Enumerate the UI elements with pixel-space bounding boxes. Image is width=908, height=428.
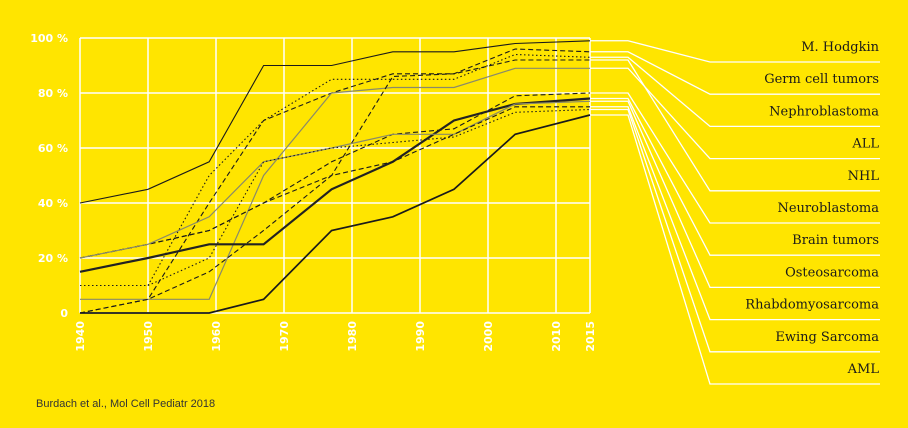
- series-line-osteosarcoma: [79, 100, 591, 259]
- legend-label: ALL: [851, 137, 879, 152]
- source-citation: Burdach et al., Mol Cell Pediatr 2018: [36, 398, 216, 410]
- series-line-nephroblastoma: [80, 53, 591, 287]
- legend-leader-line: [590, 97, 880, 256]
- x-tick-label: 1980: [346, 321, 359, 352]
- legend-label: Brain tumors: [792, 233, 879, 248]
- legend-label: AML: [847, 362, 880, 377]
- y-tick-label: 0: [60, 307, 68, 320]
- legend-leader-line: [590, 67, 880, 160]
- legend-leader-line: [590, 108, 880, 353]
- x-tick-label: 1950: [142, 321, 155, 352]
- y-tick-label: 60 %: [38, 142, 68, 155]
- x-tick-label: 1940: [74, 321, 87, 352]
- legend-label: Nephroblastoma: [769, 104, 879, 119]
- legend-leader-line: [590, 56, 880, 128]
- legend-label: Germ cell tumors: [764, 72, 879, 87]
- legend-leader-line: [590, 100, 880, 289]
- legend-label: Ewing Sarcoma: [775, 330, 879, 345]
- legend-leader-line: [590, 106, 880, 321]
- legend-label: M. Hodgkin: [801, 40, 879, 55]
- legend-leader-line: [590, 92, 880, 224]
- x-tick-label: 1970: [278, 321, 291, 352]
- chart-series: [79, 40, 591, 314]
- y-tick-label: 20 %: [38, 252, 68, 265]
- chart-grid: [79, 37, 591, 314]
- series-line-aml: [80, 114, 591, 314]
- legend-label: Neuroblastoma: [777, 201, 879, 216]
- legend-leader-line: [590, 40, 880, 63]
- y-tick-label: 80 %: [38, 87, 68, 100]
- series-line-nhl: [79, 59, 590, 259]
- series-line-brain-tumors: [79, 97, 591, 273]
- y-tick-label: 100 %: [30, 32, 68, 45]
- series-line-m-hodgkin: [79, 40, 591, 204]
- series-line-germ-cell-tumors: [79, 48, 591, 314]
- legend-leader-line: [590, 51, 880, 95]
- x-tick-label: 1990: [414, 321, 427, 352]
- x-tick-label: 2000: [482, 321, 495, 352]
- series-line-neuroblastoma: [79, 92, 591, 259]
- y-tick-label: 40 %: [38, 197, 68, 210]
- x-tick-label: 2010: [550, 321, 563, 352]
- chart-legend: M. Hodgkin Germ cell tumors Nephroblastoma…: [590, 40, 880, 385]
- x-tick-label: 1960: [210, 321, 223, 352]
- y-axis: 100 % 80 % 60 % 40 % 20 % 0: [30, 32, 68, 320]
- series-line-all: [80, 67, 590, 300]
- legend-leader-line: [590, 59, 880, 192]
- legend-label: NHL: [848, 169, 880, 184]
- legend-label: Osteosarcoma: [785, 265, 879, 280]
- series-line-rhabdomyosarcoma: [79, 106, 590, 314]
- legend-leader-line: [590, 114, 880, 385]
- legend-label: Rhabdomyosarcoma: [745, 298, 879, 313]
- x-axis: 1940 1950 1960 1970 1980 1990 2000 2010 2015: [74, 321, 597, 352]
- x-tick-label: 2015: [584, 321, 597, 352]
